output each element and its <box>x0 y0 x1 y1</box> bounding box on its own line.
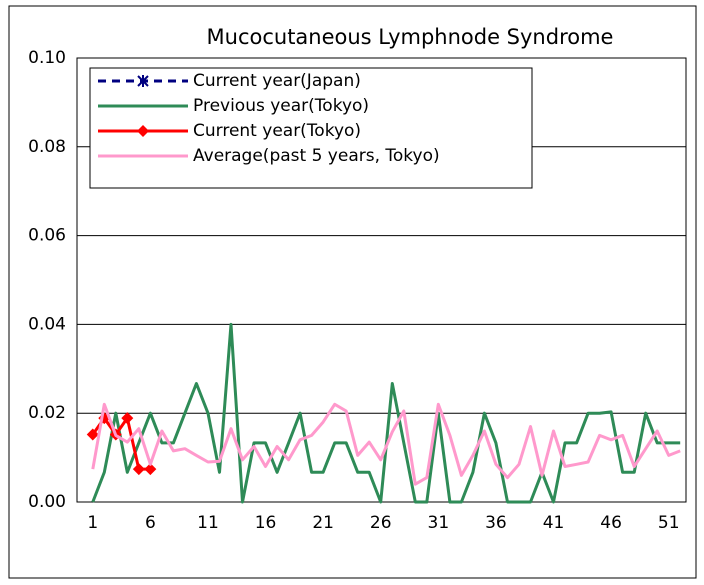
legend-label: Current year(Japan) <box>193 71 361 91</box>
x-tick-label: 51 <box>658 513 680 533</box>
legend-label: Previous year(Tokyo) <box>193 96 369 116</box>
marker <box>137 125 149 137</box>
x-tick-label: 41 <box>543 513 565 533</box>
marker <box>137 75 149 87</box>
marker <box>86 428 99 441</box>
legend-box <box>89 67 533 189</box>
chart-title: Mucocutaneous Lymphnode Syndrome <box>207 25 614 49</box>
series-line <box>91 402 681 486</box>
x-tick-label: 21 <box>312 513 334 533</box>
x-tick-label: 1 <box>87 513 98 533</box>
marker <box>132 463 145 476</box>
y-tick-label: 0.08 <box>28 137 66 157</box>
x-tick-label: 6 <box>145 513 156 533</box>
marker <box>144 463 157 476</box>
y-tick-label: 0.06 <box>28 226 66 246</box>
x-tick-label: 16 <box>255 513 277 533</box>
x-tick-label: 11 <box>197 513 219 533</box>
y-tick-label: 0.02 <box>28 403 66 423</box>
y-tick-label: 0.10 <box>28 48 66 68</box>
marker <box>121 412 134 425</box>
legend-label: Current year(Tokyo) <box>193 121 361 141</box>
y-tick-label: 0.00 <box>28 492 66 512</box>
x-tick-label: 31 <box>428 513 450 533</box>
y-tick-label: 0.04 <box>28 314 66 334</box>
x-tick-label: 46 <box>600 513 622 533</box>
x-tick-label: 26 <box>370 513 392 533</box>
legend-label: Average(past 5 years, Tokyo) <box>193 146 440 166</box>
x-tick-label: 36 <box>485 513 507 533</box>
